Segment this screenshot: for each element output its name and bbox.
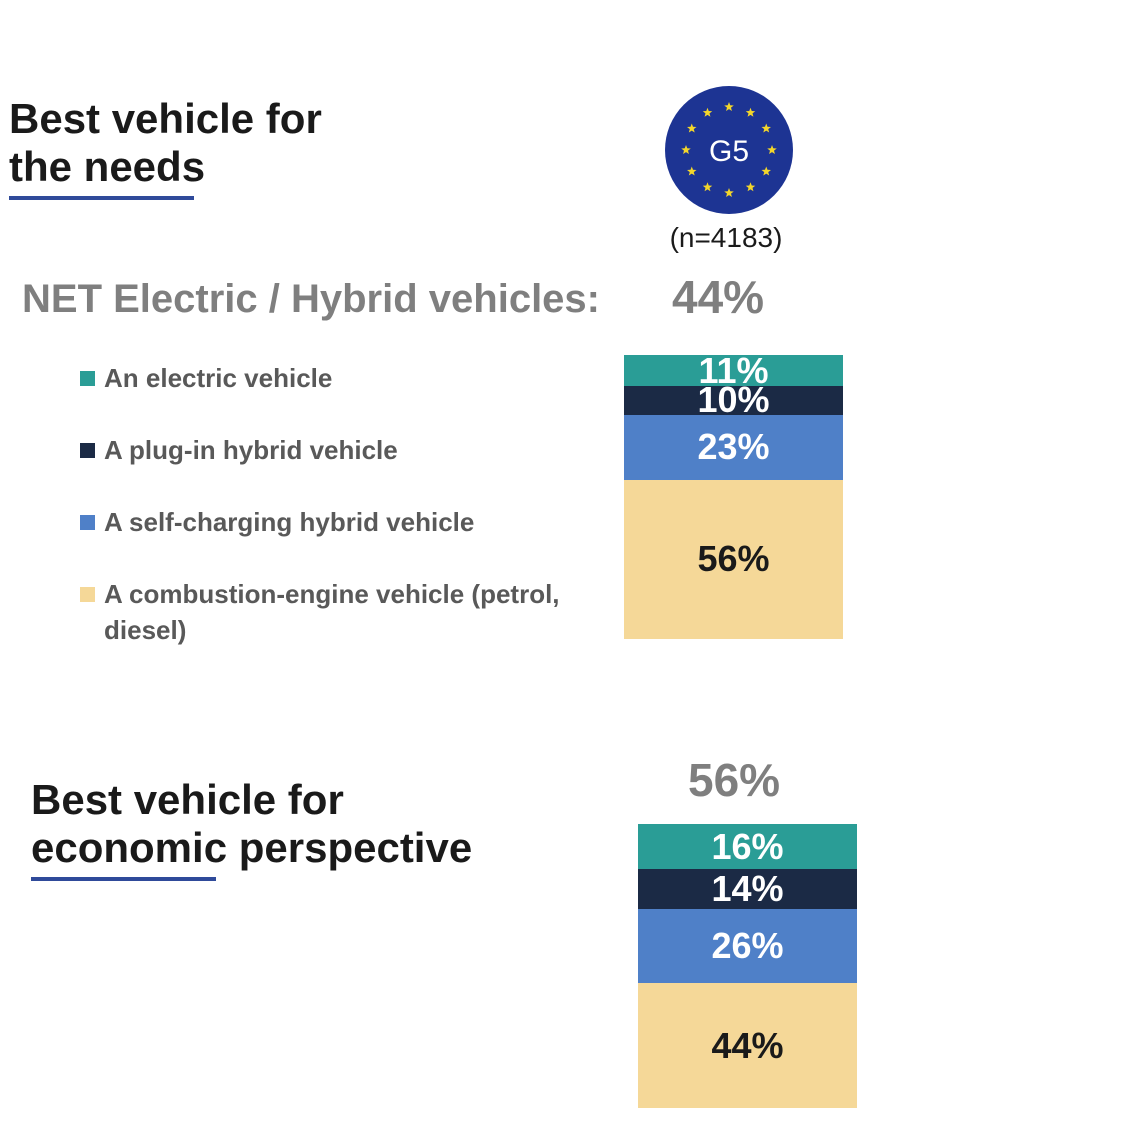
net-label: NET Electric / Hybrid vehicles: bbox=[22, 277, 600, 321]
legend-item-selfcharging: A self-charging hybrid vehicle bbox=[80, 504, 600, 576]
eu-star-icon bbox=[702, 182, 713, 192]
eu-star-icon bbox=[681, 145, 691, 155]
legend-label-combustion: A combustion-engine vehicle (petrol, die… bbox=[104, 579, 560, 645]
data-label-plugin: 10% bbox=[697, 379, 770, 421]
section2-net-value: 56% bbox=[688, 754, 781, 806]
data-label-selfcharging: 26% bbox=[711, 925, 784, 967]
legend-item-electric: An electric vehicle bbox=[80, 360, 600, 432]
bar-segment-plugin: 14% bbox=[638, 868, 857, 910]
eu-star-icon bbox=[687, 166, 697, 176]
bar-segment-electric: 16% bbox=[638, 824, 857, 870]
section1-title: Best vehicle for the needs bbox=[9, 95, 322, 191]
eu-star-icon bbox=[702, 107, 713, 117]
section2-title-line2: economic perspective bbox=[31, 824, 473, 871]
bar-segment-plugin: 10% bbox=[624, 382, 843, 418]
sample-size: (n=4183) bbox=[669, 222, 783, 253]
eu-star-icon bbox=[745, 107, 756, 117]
bar-segment-combustion: 44% bbox=[638, 983, 857, 1108]
legend-swatch-combustion bbox=[80, 587, 95, 602]
bar-segment-electric: 11% bbox=[624, 349, 843, 391]
data-label-combustion: 56% bbox=[697, 538, 770, 580]
section1-title-line1: Best vehicle for bbox=[9, 95, 322, 142]
data-label-electric: 11% bbox=[698, 349, 769, 391]
legend-item-combustion: A combustion-engine vehicle (petrol, die… bbox=[80, 576, 600, 648]
bar-segment-selfcharging: 23% bbox=[624, 414, 843, 480]
eu-star-icon bbox=[724, 102, 734, 112]
data-label-selfcharging: 23% bbox=[697, 426, 770, 468]
data-label-electric: 16% bbox=[711, 825, 784, 867]
section1-title-underline bbox=[9, 196, 194, 200]
section2-title: Best vehicle for economic perspective bbox=[31, 776, 472, 872]
eu-star-icon bbox=[745, 182, 756, 192]
data-label-plugin: 14% bbox=[711, 868, 784, 910]
eu-star-icon bbox=[761, 123, 771, 133]
stacked-bar-economic: 16% 14% 26% 44% bbox=[638, 824, 857, 1108]
legend-swatch-electric bbox=[80, 371, 95, 386]
legend-label-plugin: A plug-in hybrid vehicle bbox=[104, 435, 398, 465]
bar-segment-combustion: 56% bbox=[624, 479, 843, 639]
bar-segment-selfcharging: 26% bbox=[638, 909, 857, 984]
eu-stars-icon: G5 bbox=[681, 102, 777, 198]
stacked-bar-needs: 11% 10% 23% 56% bbox=[624, 349, 843, 639]
legend-swatch-plugin bbox=[80, 443, 95, 458]
legend-item-plugin: A plug-in hybrid vehicle bbox=[80, 432, 600, 504]
legend-swatch-selfcharging bbox=[80, 515, 95, 530]
legend-label-electric: An electric vehicle bbox=[104, 363, 333, 393]
legend: An electric vehicle A plug-in hybrid veh… bbox=[80, 360, 600, 648]
eu-star-icon bbox=[761, 166, 771, 176]
section2-title-underline bbox=[31, 877, 216, 881]
legend-label-selfcharging: A self-charging hybrid vehicle bbox=[104, 507, 475, 537]
eu-star-icon bbox=[687, 123, 697, 133]
eu-star-icon bbox=[767, 145, 777, 155]
section1-title-line2: the needs bbox=[9, 143, 206, 190]
section2-title-line1: Best vehicle for bbox=[31, 776, 344, 823]
eu-g5-badge: G5 bbox=[665, 86, 793, 214]
eu-star-icon bbox=[724, 188, 734, 198]
badge-text: G5 bbox=[709, 135, 749, 168]
data-label-combustion: 44% bbox=[711, 1024, 784, 1066]
section1-net-value: 44% bbox=[672, 271, 765, 323]
